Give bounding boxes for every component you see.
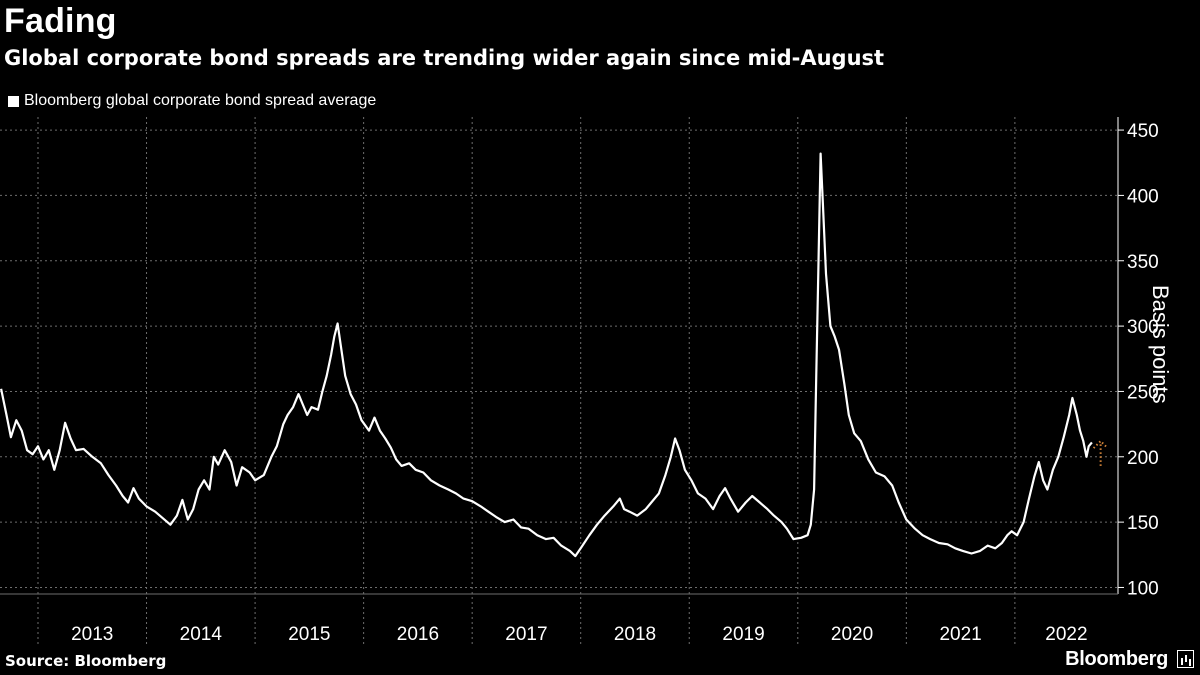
x-tick-label: 2016 — [397, 624, 439, 645]
y-tick-label: 250 — [1127, 382, 1159, 403]
y-tick-label: 150 — [1127, 513, 1159, 534]
series-line — [0, 152, 1093, 558]
x-tick-label: 2013 — [71, 624, 113, 645]
y-tick-label: 100 — [1127, 578, 1159, 599]
x-tick-label: 2014 — [180, 624, 223, 645]
chart-title: Fading — [4, 2, 117, 40]
y-tick-label: 400 — [1127, 186, 1159, 207]
legend: Bloomberg global corporate bond spread a… — [8, 92, 376, 110]
legend-swatch — [8, 95, 19, 107]
legend-label: Bloomberg global corporate bond spread a… — [24, 92, 377, 109]
y-tick-label: 300 — [1127, 317, 1159, 338]
x-tick-label: 2017 — [505, 624, 547, 645]
source-note: Source: Bloomberg — [5, 652, 167, 670]
y-tick-label: 350 — [1127, 252, 1159, 273]
y-tick-label: 200 — [1127, 448, 1159, 469]
x-tick-label: 2022 — [1045, 624, 1087, 645]
annotation-arrow-head — [1092, 439, 1109, 449]
x-tick-label: 2021 — [939, 624, 981, 645]
y-axis-title: Basis points — [1148, 285, 1173, 404]
x-tick-label: 2020 — [831, 624, 873, 645]
x-tick-label: 2018 — [614, 624, 656, 645]
brand-logo: Bloomberg — [1065, 648, 1168, 670]
x-tick-label: 2019 — [722, 624, 764, 645]
y-tick-label: 450 — [1127, 121, 1159, 142]
bloomberg-chart-icon — [1177, 650, 1194, 668]
chart-subtitle: Global corporate bond spreads are trendi… — [4, 46, 885, 70]
x-tick-label: 2015 — [288, 624, 330, 645]
